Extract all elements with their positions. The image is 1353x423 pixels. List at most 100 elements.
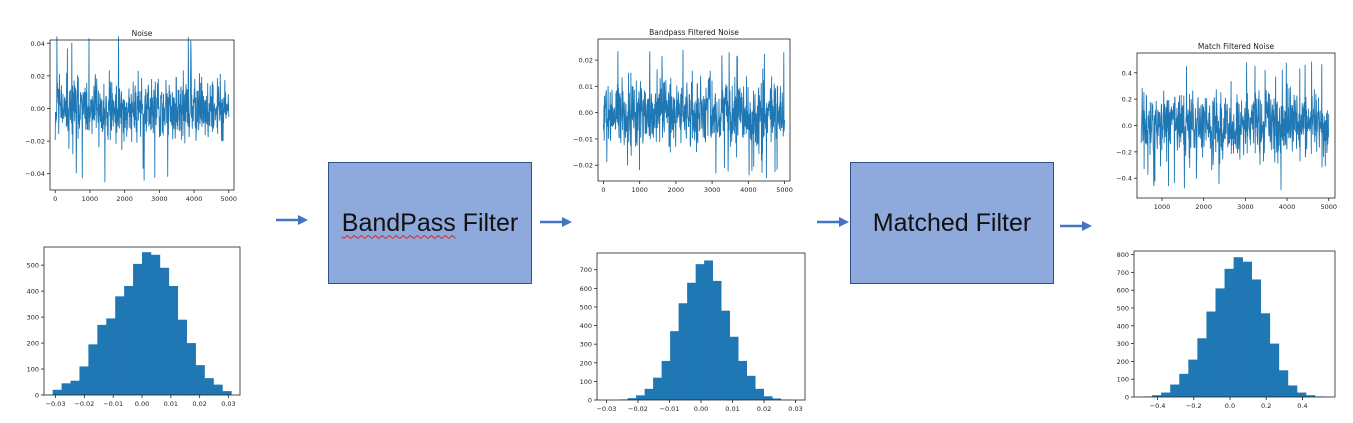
- histogram-bar: [1269, 343, 1280, 397]
- histogram-bar: [97, 324, 107, 395]
- histogram-bar: [1170, 384, 1180, 397]
- x-tick-label: 1000: [1154, 203, 1171, 211]
- histogram-bar: [1224, 268, 1234, 397]
- x-tick-label: 5000: [776, 186, 793, 194]
- y-tick-label: 400: [580, 322, 592, 330]
- y-tick-label: 500: [27, 262, 39, 270]
- series-line: [1140, 61, 1330, 191]
- y-tick-label: 800: [1117, 251, 1129, 259]
- x-tick-label: 0.0: [1225, 402, 1235, 410]
- histogram-bar: [763, 396, 773, 400]
- y-tick-label: 200: [27, 340, 39, 348]
- y-tick-label: 500: [1117, 304, 1129, 312]
- x-tick-label: 0.2: [1261, 402, 1271, 410]
- histogram-bar: [1260, 313, 1271, 397]
- x-tick-label: 0: [601, 186, 605, 194]
- x-tick-label: 3000: [151, 195, 168, 203]
- x-tick-label: −0.01: [103, 400, 123, 408]
- arrow-bandpass-noise-to-matched: [817, 217, 849, 227]
- y-tick-label: 0.0: [1122, 122, 1132, 130]
- histogram-bar: [70, 380, 80, 395]
- series-line: [54, 36, 230, 183]
- histogram-bar: [1251, 279, 1262, 397]
- histogram-bar: [1242, 261, 1252, 397]
- y-tick-label: 300: [1117, 340, 1129, 348]
- y-tick-label: 700: [1117, 269, 1129, 277]
- histogram-bar: [1233, 257, 1243, 397]
- x-tick-label: 4000: [1279, 203, 1296, 211]
- histogram-bar: [115, 296, 125, 395]
- x-tick-label: −0.03: [46, 400, 66, 408]
- x-tick-label: −0.03: [596, 405, 616, 413]
- y-tick-label: −0.2: [1116, 148, 1132, 156]
- y-tick-label: 0.02: [579, 57, 593, 65]
- x-tick-label: 4000: [740, 186, 757, 194]
- x-tick-label: 0.00: [135, 400, 149, 408]
- x-tick-label: 3000: [1237, 203, 1254, 211]
- matched-filter-label: Matched Filter: [872, 208, 1032, 237]
- chart-title: Noise: [132, 29, 153, 38]
- y-tick-label: 0.2: [1122, 96, 1132, 104]
- y-tick-label: 600: [1117, 287, 1129, 295]
- histogram-bar: [222, 391, 232, 395]
- y-tick-label: −0.04: [25, 170, 45, 178]
- y-tick-label: 400: [1117, 322, 1129, 330]
- histogram-bar: [133, 263, 143, 395]
- series-line: [602, 49, 786, 179]
- x-tick-label: 2000: [668, 186, 685, 194]
- histogram-bar: [670, 331, 679, 400]
- histogram-bar: [1215, 288, 1225, 397]
- y-tick-label: −0.4: [1116, 175, 1132, 183]
- x-tick-label: 5000: [221, 195, 238, 203]
- y-tick-label: 200: [1117, 358, 1129, 366]
- bandpass-noise-histogram-chart: 0 100 200 300 400 500 600 700 −0.03 −0.02 −0.01 0.0…: [580, 252, 806, 413]
- histogram-bar: [738, 360, 747, 400]
- histogram-bar: [687, 282, 696, 400]
- y-tick-label: 600: [580, 285, 592, 293]
- x-tick-label: 3000: [704, 186, 721, 194]
- bandpass-filter-box: BandPass Filter: [328, 162, 532, 284]
- histogram-bar: [186, 343, 196, 395]
- x-tick-label: 0: [53, 195, 57, 203]
- histogram-bar: [124, 285, 134, 395]
- y-tick-label: 700: [580, 266, 592, 274]
- histogram-bar: [644, 388, 654, 400]
- histogram-bar: [1197, 338, 1207, 397]
- y-tick-label: 100: [27, 366, 39, 374]
- chart-title: Bandpass Filtered Noise: [649, 28, 739, 37]
- histogram-bar: [142, 252, 152, 395]
- x-tick-label: 0.00: [694, 405, 708, 413]
- histogram-bar: [704, 260, 713, 400]
- x-tick-label: 1000: [82, 195, 99, 203]
- histogram-bar: [772, 398, 782, 400]
- y-tick-label: −0.01: [573, 135, 593, 143]
- x-tick-label: −0.02: [74, 400, 94, 408]
- histogram-bar: [755, 388, 765, 400]
- noise-histogram-chart: 0 100 200 300 400 500 −0.03 −0.02 −0.01 0.00 0.01 0…: [27, 246, 241, 408]
- y-tick-label: 0.02: [31, 72, 45, 80]
- x-tick-label: 0.4: [1297, 402, 1307, 410]
- histogram-bar: [746, 375, 756, 400]
- x-tick-label: 0.03: [221, 400, 235, 408]
- bandpass-noise-time-series-chart: −0.02 −0.01 0.00 0.01 0.02 0 1000 2000 3000 4000 5…: [573, 28, 793, 194]
- arrow-noise-to-bandpass: [276, 215, 308, 225]
- match-filtered-noise-time-series-chart: −0.4 −0.2 0.0 0.2 0.4 1000 2000 3000 4000 5000 Mat…: [1116, 42, 1337, 211]
- bandpass-filter-label: BandPass Filter: [341, 208, 519, 237]
- noise-time-series-chart: −0.04 −0.02 0.00 0.02 0.04 0 1000 2000 3000 4000 5…: [25, 29, 238, 203]
- histogram-bar: [1296, 392, 1307, 397]
- histogram-bar: [159, 267, 170, 395]
- x-tick-label: 0.03: [788, 405, 802, 413]
- histogram-bar: [1287, 385, 1298, 397]
- y-tick-label: 200: [580, 359, 592, 367]
- x-tick-label: 0.02: [192, 400, 206, 408]
- y-tick-label: 0: [588, 397, 592, 405]
- y-tick-label: 0.00: [31, 105, 45, 113]
- histogram-bar: [712, 280, 722, 400]
- x-tick-label: 2000: [116, 195, 133, 203]
- plot-frame: [597, 38, 791, 182]
- histogram-bar: [1179, 373, 1189, 397]
- histogram-bar: [661, 360, 671, 400]
- histogram-bar: [61, 383, 71, 395]
- y-tick-label: 300: [27, 314, 39, 322]
- x-tick-label: 0.01: [725, 405, 739, 413]
